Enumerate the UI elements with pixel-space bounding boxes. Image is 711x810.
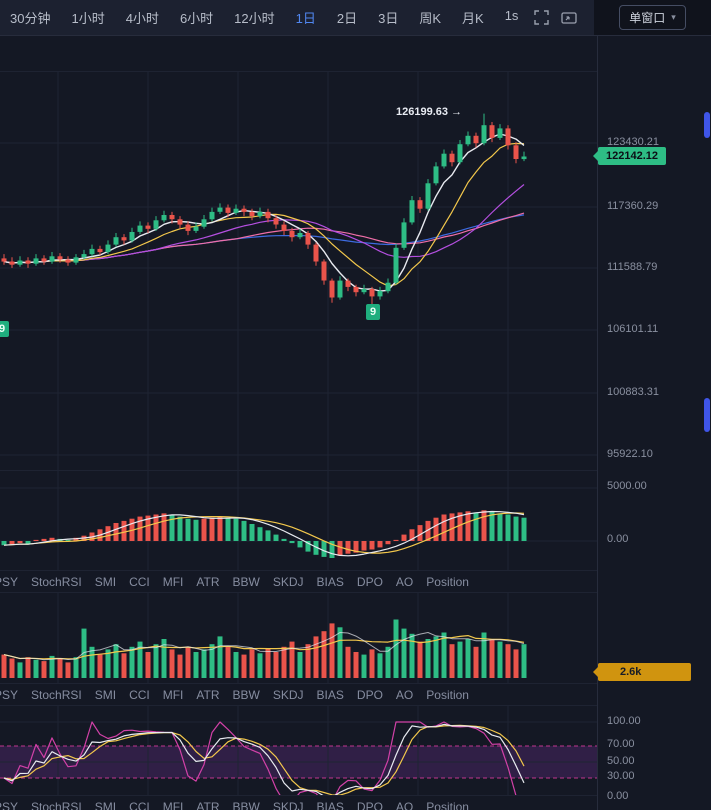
timeframe-6小时[interactable]: 6小时 xyxy=(179,11,214,26)
axis-label: 117360.29 xyxy=(607,200,659,212)
td-sequential-9-marker: 9 xyxy=(366,304,380,320)
main-chart-canvas[interactable] xyxy=(0,72,597,470)
indicator-tab-psy[interactable]: PSY xyxy=(0,574,19,589)
volume-pane-canvas[interactable] xyxy=(0,593,597,683)
indicator-tab-bbw[interactable]: BBW xyxy=(232,799,260,810)
last-price-badge: 122142.12 xyxy=(598,147,666,165)
axis-label: 0.00 xyxy=(607,533,629,545)
indicator-tab-skdj[interactable]: SKDJ xyxy=(272,687,304,702)
volume-value-badge: 2.6k xyxy=(598,663,691,681)
axis-label: 100.00 xyxy=(607,715,641,727)
axis-label: 70.00 xyxy=(607,738,635,750)
indicator-tab-stochrsi[interactable]: StochRSI xyxy=(31,799,82,810)
timeframe-月K[interactable]: 月K xyxy=(462,11,484,26)
indicator-tab-psy[interactable]: PSY xyxy=(0,687,19,702)
axis-label: 95922.10 xyxy=(607,448,653,460)
fullscreen-icon[interactable] xyxy=(534,10,550,25)
axis-label: 30.00 xyxy=(607,770,635,782)
timeframe-1s[interactable]: 1s xyxy=(504,8,519,23)
stochastic-pane-canvas[interactable] xyxy=(0,706,597,795)
indicator-tab-mfi[interactable]: MFI xyxy=(162,799,184,810)
indicator-tab-position[interactable]: Position xyxy=(426,574,469,589)
indicator-tab-cci[interactable]: CCI xyxy=(129,799,150,810)
chart-header-strip xyxy=(0,36,711,72)
indicator-tab-mfi[interactable]: MFI xyxy=(162,574,184,589)
indicator-tab-skdj[interactable]: SKDJ xyxy=(272,574,304,589)
axis-label: 0.00 xyxy=(607,790,629,802)
indicator-tab-stochrsi[interactable]: StochRSI xyxy=(31,687,82,702)
indicator-tab-smi[interactable]: SMI xyxy=(94,687,117,702)
indicator-tab-psy[interactable]: PSY xyxy=(0,799,19,810)
indicator-tab-stochrsi[interactable]: StochRSI xyxy=(31,574,82,589)
window-mode-area: 单窗口 ▾ xyxy=(594,0,711,35)
indicator-tab-row-2: PSY StochRSI SMI CCI MFI ATR BBW SKDJ BIAS DPO AO P… xyxy=(0,683,603,706)
toolbar-items: 30分钟 1小时 4小时 6小时 12小时 1日 2日 3日 周K 月K 1s xyxy=(0,8,518,27)
indicator-tab-atr[interactable]: ATR xyxy=(196,799,220,810)
indicator-tab-smi[interactable]: SMI xyxy=(94,799,117,810)
indicator-tab-atr[interactable]: ATR xyxy=(196,574,220,589)
timeframe-4小时[interactable]: 4小时 xyxy=(125,11,159,26)
oscillator-pane-canvas[interactable] xyxy=(0,470,597,571)
indicator-tab-cci[interactable]: CCI xyxy=(129,574,150,589)
axis-label: 5000.00 xyxy=(607,480,647,492)
indicator-tab-ao[interactable]: AO xyxy=(395,687,414,702)
indicator-tab-bias[interactable]: BIAS xyxy=(316,574,344,589)
indicator-tab-dpo[interactable]: DPO xyxy=(356,574,383,589)
indicator-tab-bbw[interactable]: BBW xyxy=(232,687,260,702)
indicator-tab-position[interactable]: Position xyxy=(426,799,469,810)
timeframe-30分钟[interactable]: 30分钟 xyxy=(10,11,51,26)
timeframe-1小时[interactable]: 1小时 xyxy=(71,11,105,26)
indicator-tab-atr[interactable]: ATR xyxy=(196,687,220,702)
indicator-tab-row-3: PSY StochRSI SMI CCI MFI ATR BBW SKDJ BIAS DPO AO P… xyxy=(0,795,603,810)
indicator-tab-ao[interactable]: AO xyxy=(395,799,414,810)
indicator-tab-bias[interactable]: BIAS xyxy=(316,799,344,810)
single-window-label: 单窗口 xyxy=(629,11,666,25)
timeframe-1日[interactable]: 1日 xyxy=(295,11,316,26)
indicator-tab-bbw[interactable]: BBW xyxy=(232,574,260,589)
td-sequential-9-marker-left: 9 xyxy=(0,321,9,337)
indicator-tab-row-1: PSY StochRSI SMI CCI MFI ATR BBW SKDJ BIAS DPO AO P… xyxy=(0,570,603,593)
indicator-tab-ao[interactable]: AO xyxy=(395,574,414,589)
indicator-tab-smi[interactable]: SMI xyxy=(94,574,117,589)
timeframe-3日[interactable]: 3日 xyxy=(378,11,399,26)
axis-label: 123430.21 xyxy=(607,136,659,148)
axis-label: 50.00 xyxy=(607,755,635,767)
timeframe-周K[interactable]: 周K xyxy=(419,11,442,26)
single-window-button[interactable]: 单窗口 ▾ xyxy=(619,5,686,30)
timeframe-2日[interactable]: 2日 xyxy=(336,11,358,26)
timeframe-12小时[interactable]: 12小时 xyxy=(234,11,275,26)
indicator-tab-dpo[interactable]: DPO xyxy=(356,799,383,810)
chevron-down-icon: ▾ xyxy=(671,12,676,22)
high-price-annotation: 126199.63 → xyxy=(396,106,463,118)
indicator-tab-cci[interactable]: CCI xyxy=(129,687,150,702)
axis-column[interactable]: 122142.12 2.6k 123430.21 117360.29 111588.… xyxy=(597,36,711,810)
scrollbar-thumb-top[interactable] xyxy=(704,112,710,138)
timeframe-toolbar: 30分钟 1小时 4小时 6小时 12小时 1日 2日 3日 周K 月K 1s 单窗口 ▾ xyxy=(0,0,711,36)
axis-label: 106101.11 xyxy=(607,323,659,335)
axis-label: 111588.79 xyxy=(607,261,658,273)
popout-window-icon[interactable] xyxy=(561,11,578,25)
indicator-tab-skdj[interactable]: SKDJ xyxy=(272,799,304,810)
indicator-tab-position[interactable]: Position xyxy=(426,687,469,702)
axis-label: 100883.31 xyxy=(607,386,659,398)
indicator-tab-mfi[interactable]: MFI xyxy=(162,687,184,702)
scrollbar-thumb[interactable] xyxy=(704,398,710,432)
toolbar-icons xyxy=(534,10,578,25)
indicator-tab-dpo[interactable]: DPO xyxy=(356,687,383,702)
indicator-tab-bias[interactable]: BIAS xyxy=(316,687,344,702)
